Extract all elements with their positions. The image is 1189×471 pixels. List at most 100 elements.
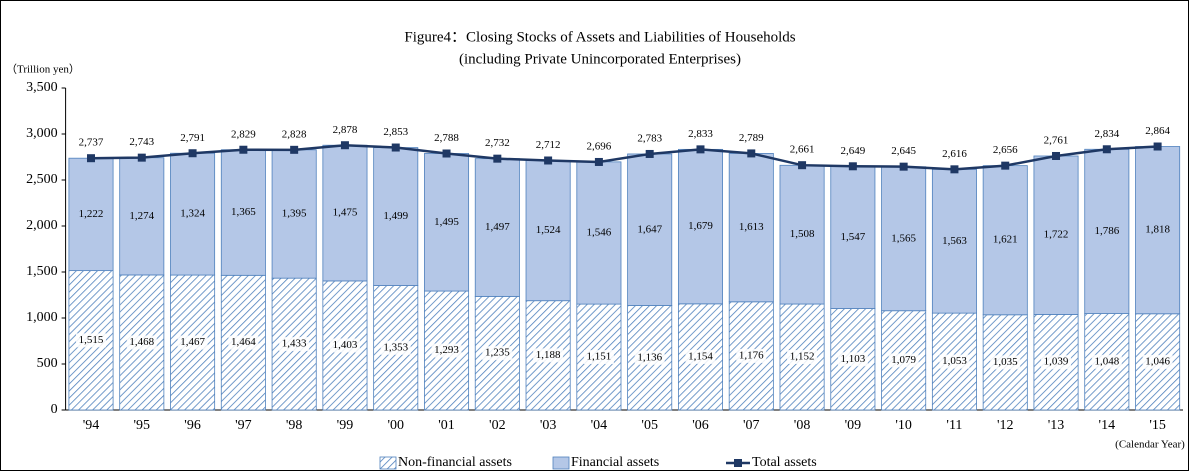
data-label: 1,565 xyxy=(891,232,916,244)
y-tick-label: 2,500 xyxy=(26,172,58,187)
data-label: 1,613 xyxy=(739,221,764,233)
label-background xyxy=(939,354,970,369)
data-label: 1,818 xyxy=(1145,224,1170,236)
x-tick-label: '11 xyxy=(946,418,962,433)
marker xyxy=(1102,145,1111,154)
marker xyxy=(188,149,197,158)
legend-label: Total assets xyxy=(752,455,817,470)
marker xyxy=(493,154,502,163)
y-tick-label: 1,000 xyxy=(26,310,58,325)
label-background xyxy=(431,343,462,358)
data-label: 1,188 xyxy=(536,349,561,361)
legend-swatch xyxy=(552,456,570,470)
data-label: 1,039 xyxy=(1044,356,1069,368)
bar xyxy=(119,157,165,276)
data-label: 2,661 xyxy=(790,144,815,156)
marker xyxy=(442,149,451,158)
bar xyxy=(68,157,114,272)
marker xyxy=(798,161,807,170)
data-label: 1,647 xyxy=(637,223,662,235)
label-background xyxy=(736,348,767,363)
data-label: 1,151 xyxy=(587,351,612,363)
legend-label: Financial assets xyxy=(571,455,659,470)
bar xyxy=(931,168,977,314)
bar xyxy=(627,153,673,306)
x-tick-label: '08 xyxy=(794,418,811,433)
data-label: 1,524 xyxy=(536,224,561,236)
x-tick-label: '96 xyxy=(184,418,201,433)
x-tick-label: '00 xyxy=(387,418,404,433)
x-axis-label: (Calendar Year) xyxy=(1115,439,1185,451)
x-tick-label: '12 xyxy=(997,418,1014,433)
data-label: 2,696 xyxy=(587,140,612,152)
marker xyxy=(544,156,553,165)
data-label: 2,645 xyxy=(891,145,916,157)
x-tick-label: '99 xyxy=(337,418,354,433)
data-label: 1,547 xyxy=(840,231,865,243)
data-label: 1,515 xyxy=(79,334,104,346)
data-label: 2,732 xyxy=(485,137,510,149)
y-tick-label: 0 xyxy=(51,402,58,417)
data-label: 2,864 xyxy=(1145,125,1170,137)
x-tick-label: '04 xyxy=(591,418,608,433)
x-tick-label: '15 xyxy=(1149,418,1166,433)
label-background xyxy=(329,338,360,353)
marker xyxy=(747,149,756,158)
label-background xyxy=(279,337,310,352)
label-background xyxy=(75,333,106,348)
data-label: 1,079 xyxy=(891,354,916,366)
data-label: 1,546 xyxy=(587,227,612,239)
label-background xyxy=(685,349,716,364)
data-label: 2,656 xyxy=(993,144,1018,156)
bar xyxy=(576,161,622,305)
label-background xyxy=(533,348,564,363)
data-label: 2,789 xyxy=(739,132,764,144)
bar xyxy=(728,153,774,303)
data-label: 1,497 xyxy=(485,221,510,233)
label-background xyxy=(1091,354,1122,369)
bar xyxy=(677,148,723,305)
data-label: 1,152 xyxy=(790,351,815,363)
data-label: 2,616 xyxy=(942,148,967,160)
x-tick-label: '14 xyxy=(1099,418,1116,433)
chart-subtitle: (including Private Unincorporated Enterp… xyxy=(459,51,741,67)
bar xyxy=(474,158,520,297)
data-label: 1,154 xyxy=(688,350,713,362)
label-background xyxy=(482,346,513,361)
data-label: 1,046 xyxy=(1145,355,1170,367)
data-label: 1,136 xyxy=(637,351,662,363)
line xyxy=(90,143,1158,171)
data-label: 1,293 xyxy=(434,344,459,356)
data-label: 2,834 xyxy=(1094,128,1119,140)
x-tick-label: '07 xyxy=(743,418,760,433)
data-label: 1,222 xyxy=(79,208,104,220)
legend-swatch xyxy=(379,456,397,470)
data-label: 2,829 xyxy=(231,128,256,140)
data-label: 1,508 xyxy=(790,228,815,240)
data-label: 1,353 xyxy=(383,341,408,353)
data-label: 2,743 xyxy=(129,136,154,148)
data-label: 2,828 xyxy=(282,128,307,140)
data-label: 1,324 xyxy=(180,208,205,220)
data-label: 1,235 xyxy=(485,347,510,359)
marker xyxy=(86,154,95,163)
data-label: 2,712 xyxy=(536,139,561,151)
label-background xyxy=(583,350,614,365)
y-tick-label: 500 xyxy=(37,356,58,371)
data-label: 1,433 xyxy=(282,338,307,350)
label-background xyxy=(380,340,411,355)
label-background xyxy=(126,335,157,350)
marker xyxy=(290,145,299,154)
data-label: 1,467 xyxy=(180,336,205,348)
bar xyxy=(1135,146,1181,315)
data-label: 2,853 xyxy=(383,126,408,138)
data-label: 1,048 xyxy=(1094,355,1119,367)
x-tick-label: '06 xyxy=(692,418,709,433)
marker xyxy=(1153,142,1162,151)
data-label: 2,737 xyxy=(79,137,104,149)
x-tick-label: '95 xyxy=(134,418,151,433)
bar xyxy=(322,144,368,282)
marker xyxy=(1001,161,1010,170)
data-label: 1,499 xyxy=(383,210,408,222)
